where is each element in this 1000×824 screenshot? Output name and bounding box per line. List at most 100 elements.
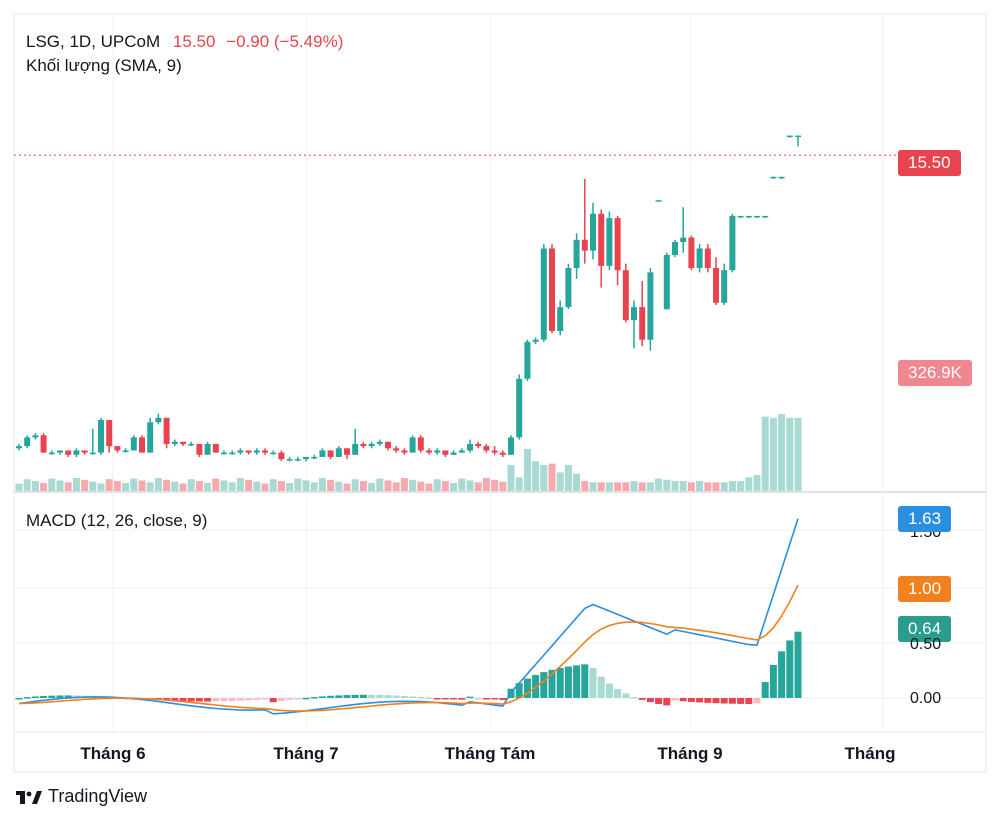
volume-bar <box>130 478 138 491</box>
candle-body <box>335 448 342 457</box>
candle-body <box>450 452 457 455</box>
symbol-label: LSG, 1D, UPCoM <box>26 32 161 51</box>
candle-body <box>557 307 564 332</box>
volume-bar <box>187 479 195 491</box>
macd-histogram-bar <box>253 698 261 700</box>
volume-bar <box>318 477 326 491</box>
candle-body <box>278 452 285 460</box>
candle-body <box>647 272 654 340</box>
volume-bar <box>179 483 187 491</box>
volume-bar <box>433 479 441 491</box>
macd-histogram-bar <box>581 664 589 698</box>
volume-bar <box>540 464 548 491</box>
macd-histogram-bar <box>458 698 466 700</box>
macd-histogram-bar <box>269 698 277 703</box>
volume-bar <box>294 478 302 491</box>
candle-body <box>565 268 572 308</box>
volume-bar <box>138 480 146 491</box>
candle-body <box>368 443 375 447</box>
macd-histogram-bar <box>491 698 499 700</box>
candle-body <box>573 239 580 269</box>
volume-bar <box>556 472 564 491</box>
candle-body <box>311 456 318 459</box>
volume-bar <box>671 481 679 491</box>
macd-histogram-bar <box>343 695 351 698</box>
candle-body <box>598 213 605 266</box>
volume-bar <box>753 474 761 491</box>
macd-histogram-bar <box>277 698 285 701</box>
candle-body <box>130 437 137 451</box>
volume-bar <box>81 479 89 491</box>
candle-body <box>672 241 678 255</box>
volume-bar <box>122 482 130 491</box>
macd-histogram-bar <box>589 668 597 698</box>
candle-body <box>622 270 629 321</box>
macd-histogram-bar <box>499 698 507 700</box>
signal-badge: 1.00 <box>898 576 952 602</box>
candle-body <box>721 270 728 303</box>
volume-bar <box>769 417 777 491</box>
candle-body <box>385 441 391 449</box>
macd-histogram-bar <box>294 698 302 700</box>
volume-bar <box>212 478 220 491</box>
macd-histogram-bar <box>655 698 663 704</box>
macd-histogram-bar <box>696 698 704 703</box>
volume-bar <box>89 481 97 491</box>
volume-bar <box>491 479 499 491</box>
macd-histogram-bar <box>540 672 548 698</box>
candle-body <box>590 213 596 251</box>
volume-bar <box>458 478 466 491</box>
volume-bar <box>105 479 113 491</box>
candle-body <box>524 341 531 379</box>
macd-histogram-bar <box>417 696 425 699</box>
macd-histogram-bar <box>179 698 187 702</box>
volume-bar <box>113 481 121 491</box>
candle-body <box>409 437 416 453</box>
candle-body <box>745 215 752 218</box>
volume-bar <box>630 481 638 491</box>
volume-bar <box>310 482 318 491</box>
candle-body <box>155 417 162 423</box>
candle-body <box>24 437 31 447</box>
candle-body <box>237 450 244 453</box>
macd-histogram-bar <box>769 664 777 698</box>
macd-histogram-bar <box>236 698 244 701</box>
volume-bar <box>220 480 228 491</box>
candle-body <box>180 441 186 444</box>
macd-histogram-bar <box>15 698 23 700</box>
candle-body <box>40 435 47 453</box>
volume-bar <box>466 480 474 491</box>
macd-histogram-bar <box>482 698 490 700</box>
volume-bar <box>154 477 162 491</box>
candle-body <box>786 135 793 138</box>
macd-histogram-bar <box>441 698 449 700</box>
candle-body <box>376 441 383 444</box>
volume-bar <box>327 479 335 491</box>
macd-histogram-bar <box>687 698 695 702</box>
volume-bar <box>728 481 736 491</box>
macd-histogram-bar <box>64 695 72 698</box>
candle-body <box>475 443 482 447</box>
macd-histogram-bar <box>433 698 441 700</box>
macd-histogram-bar <box>245 698 253 701</box>
volume-bar <box>384 480 392 491</box>
volume-bar <box>56 480 64 491</box>
candle-body <box>508 437 514 455</box>
candle-body <box>196 443 203 455</box>
candle-body <box>147 422 154 453</box>
macd-histogram-bar <box>573 665 581 698</box>
candle-body <box>770 176 777 179</box>
macd-histogram-bar <box>638 698 646 700</box>
macd-histogram-bar <box>630 697 638 699</box>
candle-body <box>327 450 334 457</box>
candle-body <box>253 450 260 453</box>
volume-bar <box>646 482 654 491</box>
candle-body <box>81 450 88 453</box>
macd-histogram-bar <box>720 698 728 704</box>
tradingview-brand[interactable]: TradingView <box>16 786 147 807</box>
candle-body <box>32 435 39 438</box>
volume-bar <box>737 481 745 491</box>
macd-histogram-bar <box>646 698 654 703</box>
candle-body <box>73 450 80 455</box>
